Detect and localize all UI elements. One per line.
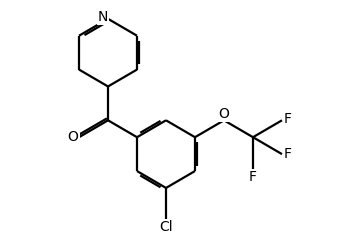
Text: F: F <box>284 112 292 126</box>
Text: O: O <box>218 107 230 121</box>
Text: O: O <box>68 130 78 144</box>
Text: F: F <box>249 170 257 184</box>
Text: F: F <box>284 147 292 161</box>
Text: N: N <box>98 10 108 24</box>
Text: Cl: Cl <box>159 221 173 234</box>
